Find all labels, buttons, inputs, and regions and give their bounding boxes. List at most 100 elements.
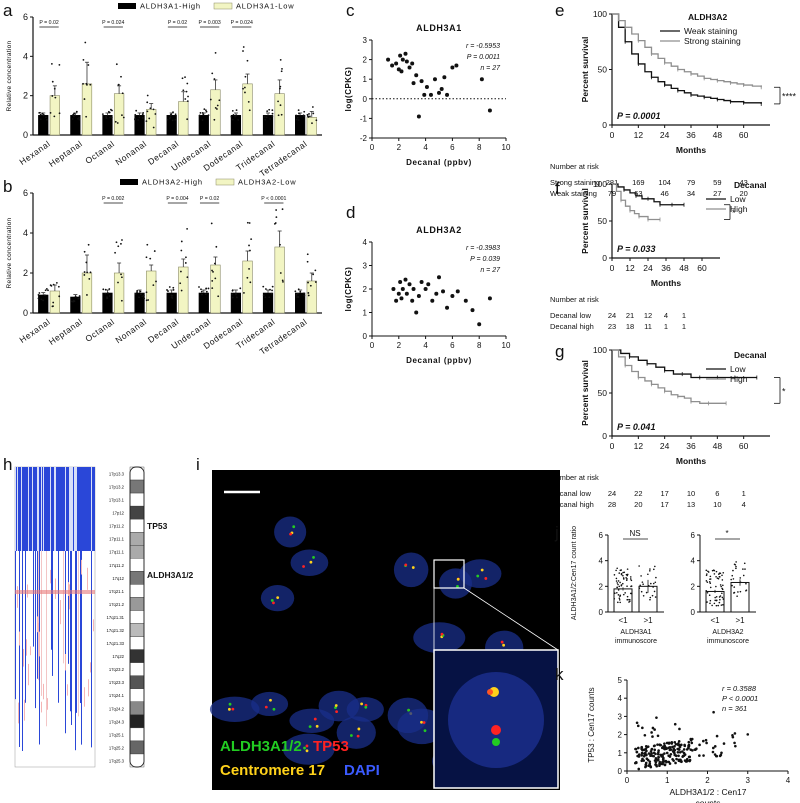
category-label: Octanal — [83, 316, 116, 343]
data-point — [625, 579, 628, 582]
band-label: 17q12 — [112, 576, 124, 581]
data-point — [54, 96, 57, 99]
x-tick-label: 12 — [634, 441, 644, 451]
data-point — [673, 753, 677, 757]
data-point — [312, 273, 315, 276]
data-point — [652, 754, 656, 758]
data-point — [398, 53, 403, 58]
data-point — [218, 99, 221, 102]
x-tick-label: 48 — [679, 263, 689, 273]
data-point — [630, 592, 633, 595]
bar-low — [274, 93, 285, 136]
data-point — [315, 119, 318, 122]
x-axis-title: ALDH3A2 — [712, 629, 743, 636]
data-point — [217, 295, 220, 298]
y-tick-label: 2 — [23, 91, 28, 101]
data-point — [308, 113, 310, 115]
data-point — [664, 746, 668, 749]
data-point — [455, 289, 460, 294]
x-axis-title: Months — [676, 145, 706, 155]
data-point — [673, 745, 676, 748]
heatmap-cell — [38, 622, 39, 632]
risk-value: 17 — [660, 489, 668, 498]
data-point — [647, 764, 650, 767]
x-axis-title: Months — [676, 456, 706, 466]
data-point — [187, 95, 189, 98]
data-point — [279, 272, 282, 274]
data-point — [263, 115, 266, 118]
heatmap-cell — [68, 551, 69, 664]
data-point — [718, 601, 721, 604]
data-point — [211, 72, 214, 75]
data-point — [271, 289, 273, 292]
data-point — [78, 118, 81, 121]
data-point — [394, 61, 399, 66]
data-point — [713, 745, 717, 748]
data-point — [82, 58, 85, 61]
y-tick-label: 0 — [23, 130, 28, 140]
data-point — [307, 294, 310, 297]
bar-high — [230, 115, 242, 136]
data-point — [626, 595, 629, 598]
heatmap-cell — [93, 619, 94, 632]
data-point — [171, 297, 174, 299]
survival-curve-2 — [612, 183, 660, 221]
data-point — [445, 305, 450, 310]
risk-value: 169 — [632, 178, 645, 187]
data-point — [170, 113, 172, 116]
data-point — [38, 292, 41, 294]
data-point — [303, 110, 306, 113]
heatmap-cell — [63, 467, 64, 551]
data-point — [657, 749, 660, 752]
p-value-label: P = 0.033 — [617, 244, 655, 254]
heatmap-cell — [76, 551, 77, 713]
data-point — [398, 279, 403, 284]
band-label: 17q21.31 — [107, 615, 125, 620]
data-point — [74, 295, 77, 298]
data-point — [73, 112, 76, 115]
heatmap-cell — [26, 639, 27, 656]
x-tick-label: 24 — [660, 130, 670, 140]
x-tick-label: 12 — [625, 263, 635, 273]
data-point — [655, 576, 657, 579]
heatmap-cell — [53, 467, 54, 551]
data-point — [663, 752, 666, 755]
data-point — [735, 567, 737, 570]
data-point — [311, 106, 314, 108]
y-axis-title: Percent survival — [580, 360, 590, 426]
data-point — [730, 578, 732, 581]
data-point — [479, 77, 484, 82]
p-value-label: P = 0.02 — [168, 20, 187, 26]
bar-low — [146, 109, 157, 136]
y-tick-label: 50 — [598, 216, 608, 226]
data-point — [282, 281, 284, 283]
legend-label: High — [730, 374, 748, 384]
probe-signal — [228, 702, 232, 706]
data-point — [400, 57, 405, 62]
data-point — [651, 726, 655, 730]
data-point — [386, 57, 391, 62]
risk-value: 18 — [626, 322, 634, 331]
bar-high — [262, 115, 274, 136]
data-point — [216, 108, 218, 110]
data-point — [107, 292, 109, 294]
risk-value: 1 — [664, 322, 668, 331]
data-point — [642, 759, 645, 762]
risk-value: 28 — [608, 500, 616, 509]
y-tick-label: 6 — [23, 12, 28, 22]
data-point — [645, 753, 648, 757]
data-point — [147, 299, 150, 301]
data-point — [232, 114, 235, 116]
x-tick-label: 6 — [450, 341, 455, 350]
data-point — [214, 106, 217, 109]
heatmap-cell — [57, 467, 58, 551]
heatmap-cell — [58, 467, 59, 551]
data-point — [639, 584, 642, 587]
y-tick-label: -2 — [360, 134, 368, 143]
y-tick-label: 4 — [23, 228, 28, 238]
heatmap-cell — [23, 467, 24, 551]
data-point — [717, 577, 720, 580]
panel-letter: f — [555, 179, 560, 198]
x-axis-title: Decanal (ppbv) — [406, 356, 472, 365]
y-tick-label: 6 — [599, 531, 604, 540]
